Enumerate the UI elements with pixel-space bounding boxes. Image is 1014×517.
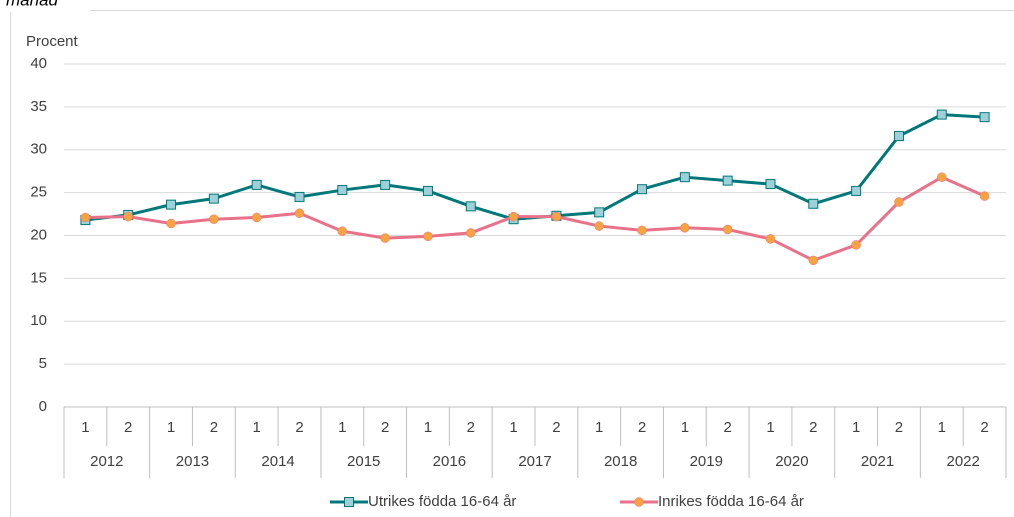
x-tick-label: 1 xyxy=(595,419,603,436)
x-tick-label: 1 xyxy=(81,419,89,436)
legend-label: Utrikes födda 16-64 år xyxy=(368,493,516,510)
x-group-label: 2018 xyxy=(604,453,637,470)
data-point xyxy=(808,255,819,266)
data-point xyxy=(594,221,604,231)
x-tick-label: 2 xyxy=(210,419,218,436)
y-tick-label: 20 xyxy=(30,226,47,243)
legend-marker xyxy=(634,497,644,507)
y-axis-label: Procent xyxy=(26,33,79,50)
x-group-label: 2020 xyxy=(775,453,808,470)
x-tick-label: 1 xyxy=(681,419,689,436)
x-group-label: 2015 xyxy=(347,453,380,470)
data-point xyxy=(80,212,91,223)
data-point xyxy=(851,185,862,196)
data-point xyxy=(722,175,733,186)
x-tick-label: 1 xyxy=(253,419,261,436)
data-point xyxy=(765,234,776,244)
x-tick-label: 2 xyxy=(124,419,132,436)
data-point xyxy=(594,207,605,218)
x-tick-label: 1 xyxy=(167,419,175,436)
data-point xyxy=(337,185,348,196)
series-line xyxy=(85,175,986,262)
x-group-label: 2012 xyxy=(90,453,123,470)
x-tick-label: 2 xyxy=(809,419,817,436)
x-group-label: 2017 xyxy=(518,453,551,470)
data-point xyxy=(208,193,219,204)
data-point xyxy=(808,198,819,209)
y-tick-label: 30 xyxy=(30,141,47,158)
x-group-label: 2021 xyxy=(861,453,894,470)
x-tick-label: 1 xyxy=(852,419,860,436)
y-tick-label: 10 xyxy=(30,312,47,329)
x-tick-label: 2 xyxy=(638,419,646,436)
data-point xyxy=(465,201,476,212)
data-point xyxy=(294,208,305,218)
y-tick-label: 0 xyxy=(39,398,47,415)
data-point xyxy=(423,231,433,242)
data-point xyxy=(166,199,177,210)
chart-border xyxy=(10,10,1014,517)
data-point xyxy=(851,240,861,250)
x-group-label: 2019 xyxy=(690,453,723,470)
data-point xyxy=(508,211,519,222)
data-point xyxy=(166,218,176,229)
x-tick-label: 1 xyxy=(338,419,346,436)
data-point xyxy=(637,184,648,195)
data-point xyxy=(123,211,133,222)
x-tick-label: 1 xyxy=(766,419,774,436)
data-point xyxy=(979,112,990,123)
x-group-label: 2014 xyxy=(261,453,294,470)
legend-marker xyxy=(344,497,354,507)
x-group-label: 2013 xyxy=(176,453,209,470)
series-line xyxy=(85,113,985,222)
data-point xyxy=(680,223,690,233)
data-point xyxy=(637,225,647,236)
title-bg xyxy=(0,0,90,12)
x-group-label: 2022 xyxy=(946,453,979,470)
x-tick-label: 2 xyxy=(467,419,475,436)
x-tick-label: 2 xyxy=(895,419,903,436)
y-tick-label: 35 xyxy=(30,98,47,115)
data-point xyxy=(337,226,348,236)
data-point xyxy=(380,179,391,190)
x-tick-label: 2 xyxy=(295,419,303,436)
data-point xyxy=(936,109,947,120)
data-point xyxy=(251,212,262,223)
data-point xyxy=(422,185,433,196)
data-point xyxy=(251,179,262,190)
data-point xyxy=(979,191,990,201)
x-tick-label: 2 xyxy=(552,419,560,436)
x-tick-label: 2 xyxy=(381,419,389,436)
data-point xyxy=(765,179,776,190)
x-tick-label: 2 xyxy=(724,419,732,436)
chart-title: månad xyxy=(6,0,59,9)
x-tick-label: 1 xyxy=(938,419,946,436)
data-point xyxy=(294,191,305,202)
x-tick-label: 2 xyxy=(980,419,988,436)
x-group-label: 2016 xyxy=(433,453,466,470)
y-tick-label: 5 xyxy=(39,355,47,372)
legend-label: Inrikes födda 16-64 år xyxy=(658,493,804,510)
y-tick-label: 40 xyxy=(30,55,47,72)
data-point xyxy=(937,172,947,182)
x-tick-label: 1 xyxy=(509,419,517,436)
data-point xyxy=(679,172,690,183)
y-tick-label: 15 xyxy=(30,269,47,286)
data-point xyxy=(893,131,904,142)
y-tick-label: 25 xyxy=(30,184,47,201)
data-point xyxy=(894,197,904,207)
data-point xyxy=(551,211,562,222)
data-point xyxy=(466,228,476,238)
data-point xyxy=(209,214,219,224)
data-point xyxy=(722,224,733,235)
x-tick-label: 1 xyxy=(424,419,432,436)
data-point xyxy=(380,233,390,243)
